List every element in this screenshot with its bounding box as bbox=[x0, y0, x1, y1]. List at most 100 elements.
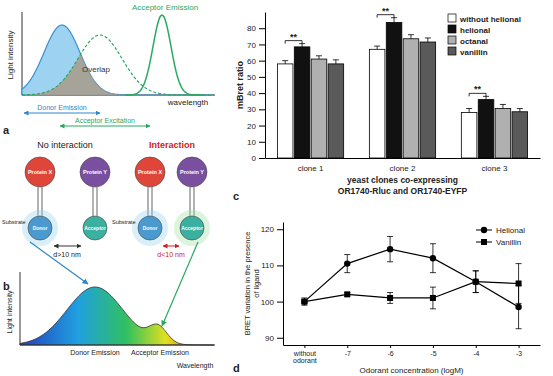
figure: Acceptor EmissionOverlapwavelengthLight … bbox=[0, 0, 553, 376]
y-axis-line bbox=[265, 13, 266, 159]
panel-b: No interactionInteractionProtein XDonorP… bbox=[2, 140, 215, 370]
tick-label: 0 bbox=[252, 154, 257, 163]
error-bar-cap bbox=[500, 104, 506, 105]
bar bbox=[420, 42, 436, 158]
error-bar bbox=[387, 236, 393, 261]
label: Light intensity bbox=[6, 31, 15, 80]
emission-glow bbox=[22, 210, 58, 246]
panel-label: c bbox=[233, 190, 239, 202]
acceptor-emission-curve bbox=[125, 15, 204, 95]
bar bbox=[369, 49, 385, 158]
bar bbox=[403, 39, 419, 158]
tick-mark bbox=[259, 77, 265, 78]
emission-glow bbox=[174, 210, 210, 246]
overlap-area bbox=[22, 55, 214, 95]
marker bbox=[473, 279, 479, 285]
donor-emission-arrow bbox=[24, 113, 100, 114]
tick-mark bbox=[259, 158, 265, 159]
emission-glow bbox=[132, 210, 168, 246]
tick-label: -7 bbox=[345, 350, 351, 357]
tick-mark bbox=[259, 28, 265, 29]
tick: 100 bbox=[261, 298, 283, 307]
significance-label: ** bbox=[382, 6, 390, 16]
label: Protein X bbox=[138, 169, 162, 175]
tick-mark bbox=[259, 61, 265, 62]
legend-label: helional bbox=[460, 26, 490, 35]
error-bar-stem bbox=[318, 56, 319, 59]
emission-spectrum bbox=[20, 287, 214, 345]
series-line bbox=[304, 249, 518, 307]
tick-mark bbox=[277, 338, 283, 339]
legend-swatch bbox=[448, 47, 456, 55]
error-bar bbox=[301, 298, 307, 305]
tick-mark bbox=[259, 109, 265, 110]
significance-label: ** bbox=[290, 32, 298, 42]
label: Overlap bbox=[82, 65, 111, 74]
label: No interaction bbox=[37, 140, 93, 150]
label: Donor Emission bbox=[37, 104, 87, 111]
panel-label: b bbox=[3, 280, 10, 292]
error-bar-cap bbox=[374, 46, 380, 47]
error-bar-cap bbox=[466, 108, 472, 109]
linker bbox=[97, 187, 98, 216]
error-bar bbox=[430, 287, 436, 309]
tick: 80 bbox=[247, 24, 265, 33]
error-bar-cap bbox=[387, 292, 393, 293]
error-bar-cap bbox=[517, 108, 523, 109]
error-bar-stem bbox=[469, 109, 470, 113]
error-bar bbox=[282, 61, 288, 64]
tick-mark bbox=[519, 345, 520, 348]
x-axis: withoutodorant-7-6-5-4-3 bbox=[284, 345, 541, 364]
y-axis: 90100110120 bbox=[261, 223, 284, 346]
tick-label: 40 bbox=[247, 89, 256, 98]
tick-mark bbox=[277, 302, 283, 303]
error-bar bbox=[316, 56, 322, 59]
panel-label: d bbox=[233, 362, 240, 374]
label: yeast clones co-expressing bbox=[347, 175, 458, 185]
tick-label: 80 bbox=[247, 24, 256, 33]
error-bar-cap bbox=[430, 272, 436, 273]
bar bbox=[294, 47, 310, 158]
error-bar-cap bbox=[344, 254, 350, 255]
error-bar bbox=[425, 38, 431, 42]
error-bar-stem bbox=[394, 18, 395, 23]
error-bar bbox=[516, 264, 522, 304]
panel-d: 90100110120withoutodorant-7-6-5-4-3Helio… bbox=[233, 223, 541, 376]
legend-label: Vanillin bbox=[496, 238, 521, 247]
label: Donor Emission bbox=[70, 349, 120, 356]
tick-label: 60 bbox=[247, 57, 256, 66]
tick-label: 10 bbox=[247, 138, 256, 147]
label: Substrate bbox=[2, 219, 26, 225]
tick: 30 bbox=[247, 105, 265, 114]
legend-swatch bbox=[448, 36, 456, 44]
marker bbox=[430, 295, 436, 301]
label: Protein Y bbox=[180, 169, 204, 175]
legend-label: Helional bbox=[496, 226, 525, 235]
label: d>10 nm bbox=[53, 251, 81, 258]
tick: 120 bbox=[261, 225, 283, 234]
error-bar-cap bbox=[387, 236, 393, 237]
tick-label: 100 bbox=[261, 298, 275, 307]
tick-mark bbox=[277, 229, 283, 230]
error-bar-cap bbox=[516, 263, 522, 264]
probe bbox=[83, 216, 107, 240]
panel-label: a bbox=[3, 124, 10, 136]
bar bbox=[277, 64, 293, 158]
tick-mark bbox=[476, 345, 477, 348]
tick: clone 1 bbox=[298, 158, 324, 173]
marker bbox=[387, 295, 393, 301]
label: Acceptor bbox=[181, 225, 203, 231]
x-axis-line bbox=[266, 158, 541, 159]
linker bbox=[93, 187, 94, 216]
error-bar-cap bbox=[301, 305, 307, 306]
label: mBret ratio bbox=[235, 60, 245, 109]
y-axis bbox=[20, 272, 21, 345]
marker bbox=[301, 298, 307, 304]
x-axis bbox=[20, 345, 215, 346]
legend-label: without helional bbox=[459, 15, 521, 24]
legend-label: vanillin bbox=[460, 48, 488, 57]
tick-label: -4 bbox=[473, 350, 479, 357]
tick-label: 20 bbox=[247, 122, 256, 131]
error-bar-cap bbox=[473, 292, 479, 293]
tick: -3 bbox=[516, 345, 522, 357]
